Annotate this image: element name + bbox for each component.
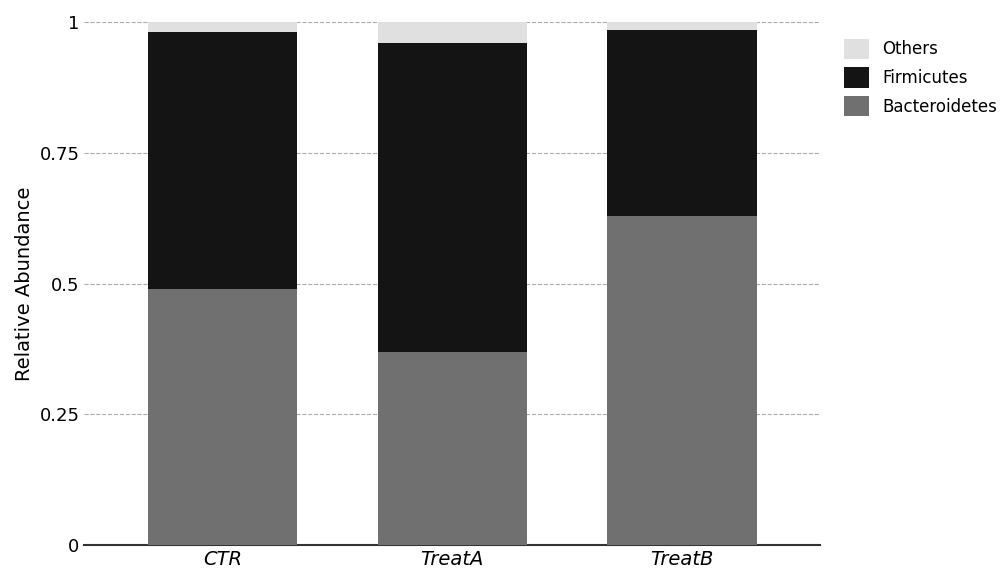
Bar	[148, 289, 297, 545]
Bar	[148, 22, 297, 33]
Bar	[607, 215, 757, 545]
Bar	[607, 30, 757, 215]
Bar	[607, 22, 757, 30]
Bar	[148, 33, 297, 289]
Bar	[378, 43, 527, 352]
Bar	[378, 22, 527, 43]
Legend: Others, Firmicutes, Bacteroidetes: Others, Firmicutes, Bacteroidetes	[836, 30, 1000, 124]
Y-axis label: Relative Abundance: Relative Abundance	[15, 186, 34, 381]
Bar	[378, 352, 527, 545]
